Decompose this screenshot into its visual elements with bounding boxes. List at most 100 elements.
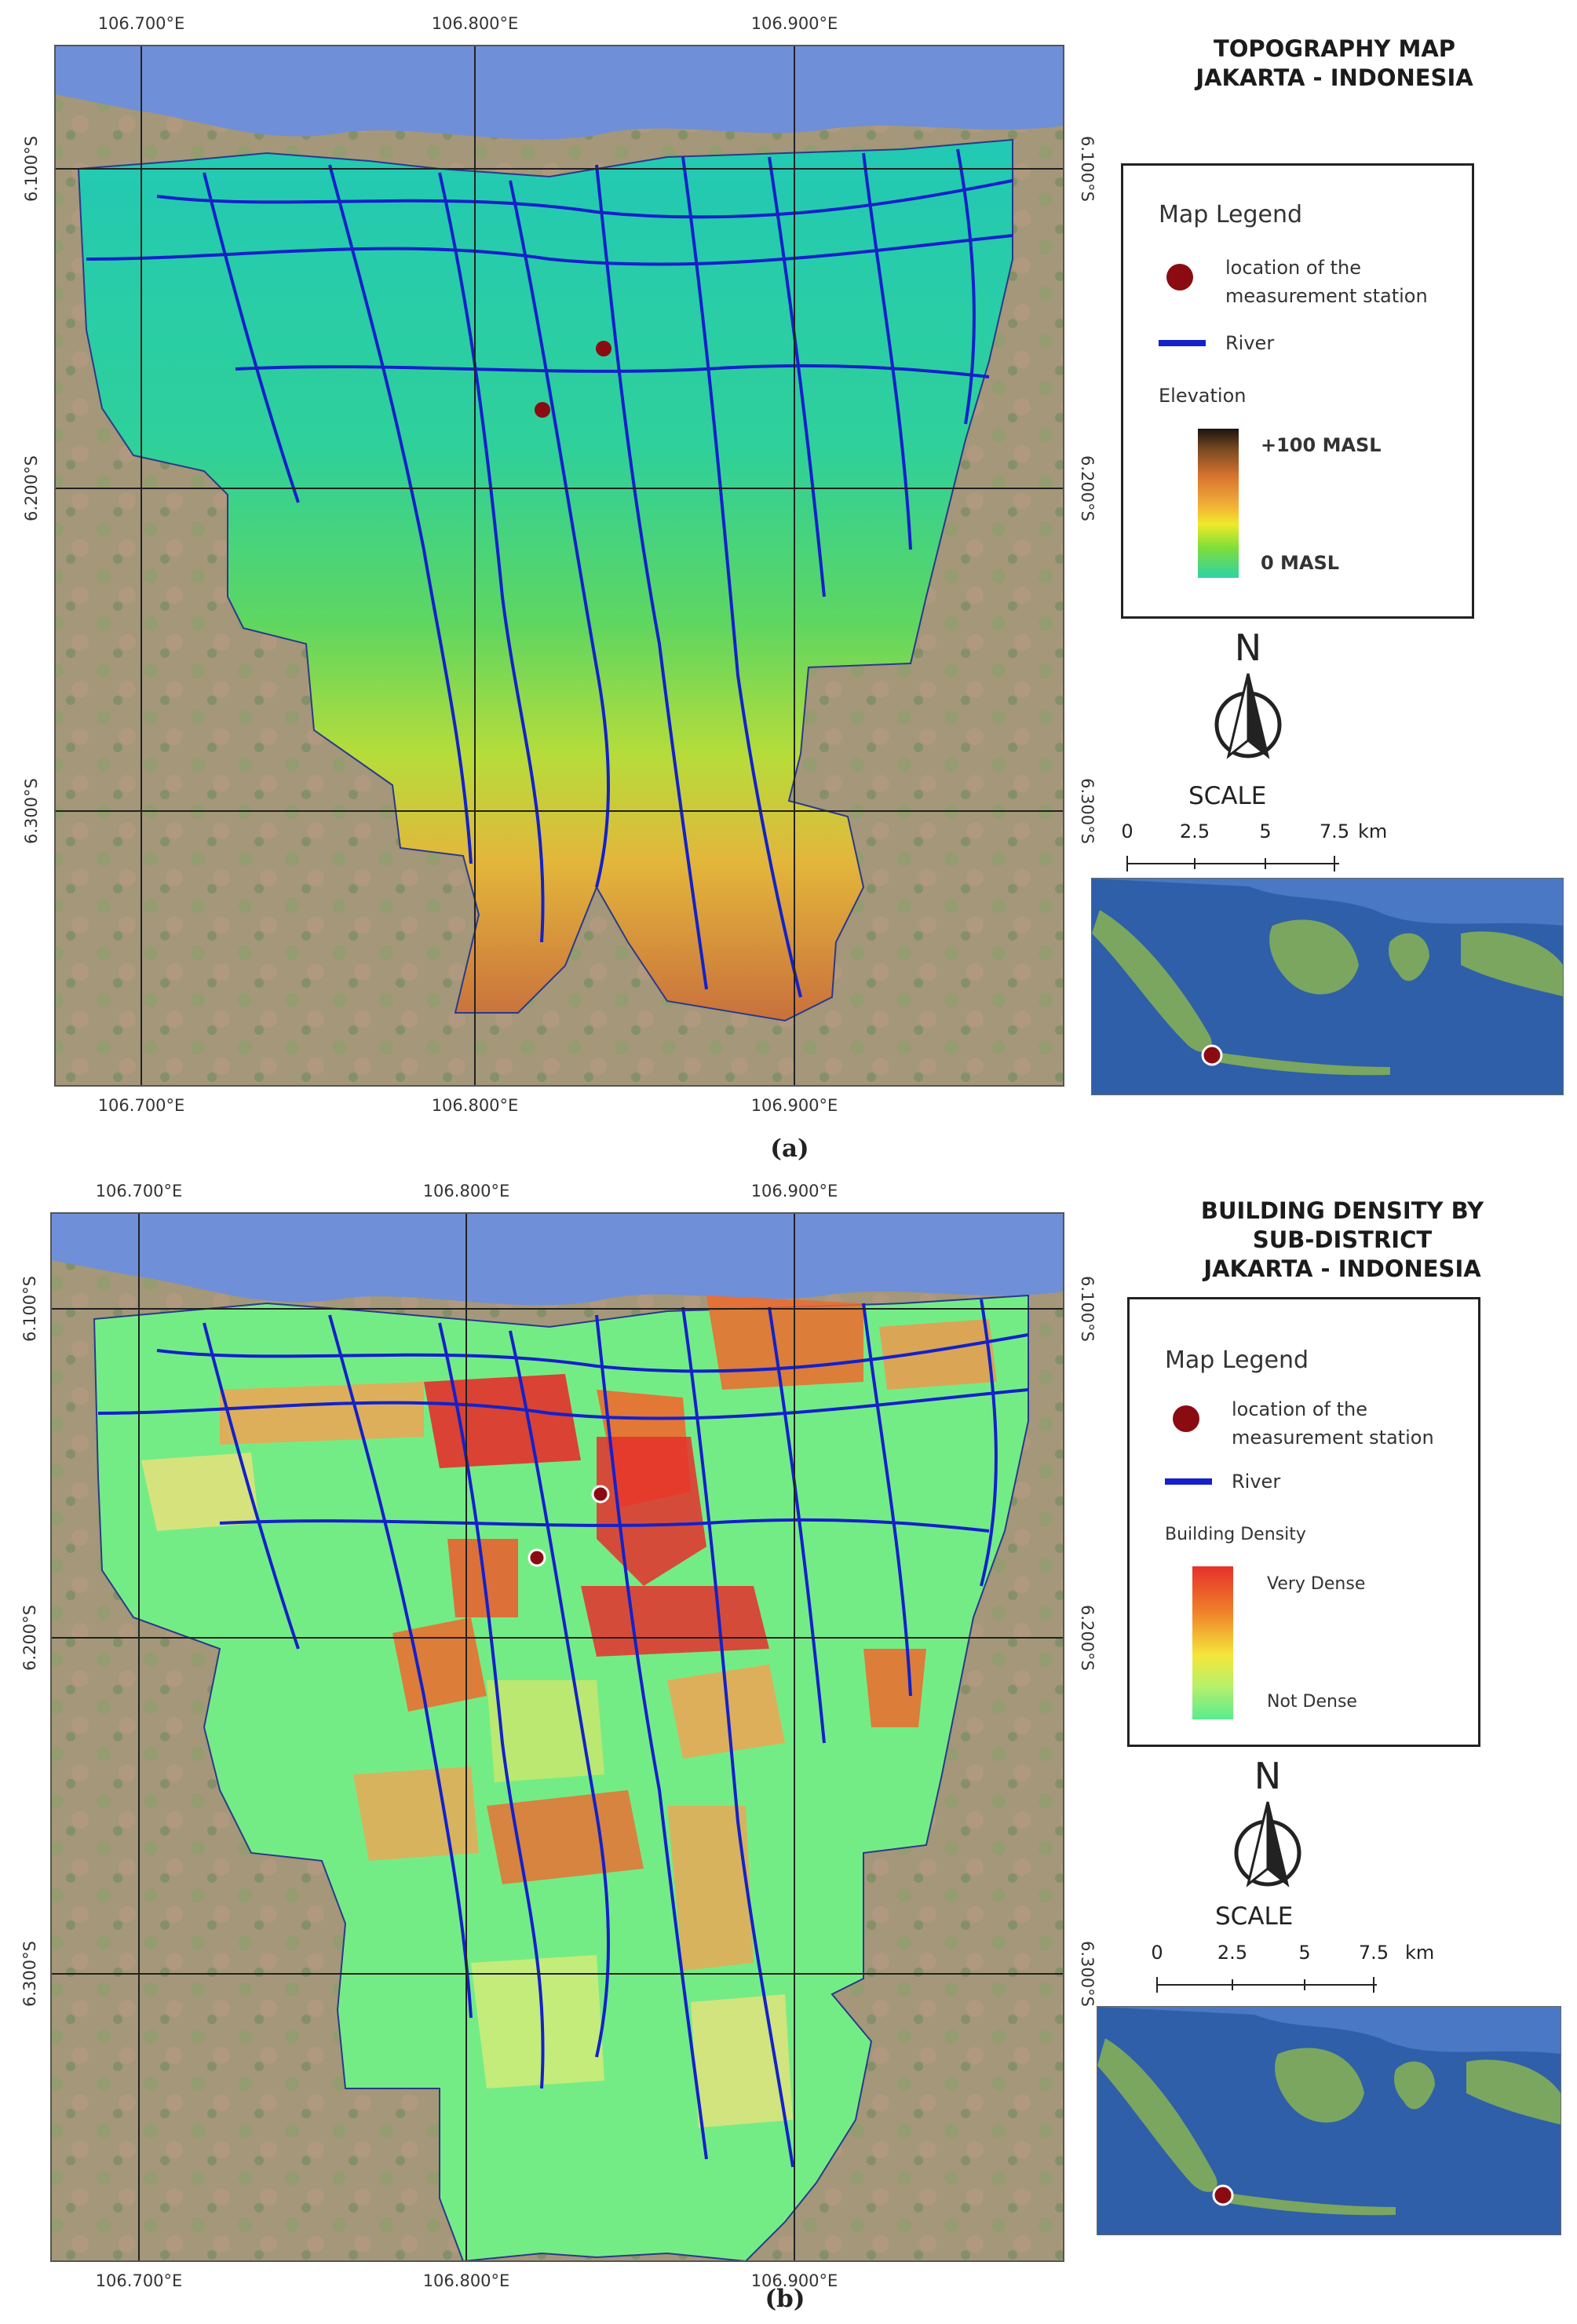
river-legend-label: River: [1225, 332, 1275, 354]
scale-bar: [1156, 1977, 1377, 1993]
sea: [55, 46, 1064, 140]
building-density-map: [50, 1212, 1064, 2263]
inset-map-graphic: [1092, 879, 1563, 1094]
station-legend-symbol: [1166, 264, 1193, 290]
coordinate-grid: [51, 1213, 1064, 2261]
station-legend-line: measurement station: [1225, 285, 1428, 307]
scale-tick-label: 5: [1259, 820, 1272, 842]
topography-panel: 106.700°E 106.800°E 106.900°E 106.700°E …: [22, 14, 1564, 1163]
density-low-label: Not Dense: [1267, 1692, 1357, 1712]
lat-label-left: 6.200°S: [22, 455, 41, 521]
scale-tick-label: 2.5: [1217, 1942, 1248, 1964]
scale-tick-label: 2.5: [1179, 820, 1210, 842]
river-network: [86, 148, 1013, 998]
station-marker: [535, 402, 550, 418]
map-frame: [54, 45, 1064, 1087]
elevation-legend-title: Elevation: [1159, 385, 1247, 407]
sea: [51, 1213, 1064, 1306]
elevation-low-label: 0 MASL: [1261, 552, 1340, 574]
scale-tick-label: 7.5: [1358, 1942, 1389, 1964]
lat-label-left: 6.300°S: [22, 778, 41, 844]
lon-label-bottom: 106.700°E: [97, 1096, 185, 1115]
coordinate-grid: [55, 46, 1064, 1086]
elevation-color-ramp: [1198, 429, 1239, 578]
lon-label-top: 106.700°E: [97, 14, 185, 33]
station-marker: [596, 341, 611, 356]
lon-label-bottom: 106.900°E: [750, 1096, 838, 1115]
scale-title: SCALE: [1188, 782, 1267, 810]
legend-title: Map Legend: [1159, 201, 1303, 228]
figure-caption-b: (b): [765, 2285, 805, 2313]
lon-label-top: 106.900°E: [750, 1182, 838, 1200]
map-title: BUILDING DENSITY BY SUB-DISTRICT JAKARTA…: [1138, 1197, 1546, 1284]
north-label: N: [1234, 627, 1262, 669]
station-legend-symbol: [1173, 1405, 1199, 1432]
lon-label-bottom: 106.800°E: [431, 1096, 519, 1115]
scale-tick-label: 0: [1151, 1942, 1163, 1964]
caption-label: (a): [770, 1135, 809, 1163]
lon-label-bottom: 106.800°E: [422, 2271, 510, 2290]
inset-locator-map: [1097, 2006, 1561, 2235]
figure-caption-a: (a): [770, 1135, 809, 1163]
map-title: TOPOGRAPHY MAP JAKARTA - INDONESIA: [1130, 35, 1539, 93]
north-arrow-icon: [1214, 673, 1282, 759]
lon-label-bottom: 106.900°E: [750, 2271, 838, 2290]
topography-map: [54, 45, 1064, 1087]
map-title-line: JAKARTA - INDONESIA: [1203, 1255, 1481, 1282]
lat-label-left: 6.300°S: [20, 1941, 39, 2007]
scale-title: SCALE: [1215, 1902, 1294, 1931]
scale-tick-label: 0: [1121, 820, 1133, 842]
density-color-ramp: [1192, 1566, 1233, 1719]
scale-unit: km: [1358, 820, 1388, 842]
map-legend: Map Legend location of the measurement s…: [1121, 163, 1474, 619]
river-legend-symbol: [1165, 1478, 1212, 1485]
north-arrow: N: [1201, 627, 1295, 768]
scale-bar: [1126, 856, 1339, 872]
lon-label-top: 106.800°E: [431, 14, 519, 33]
river-legend-symbol: [1159, 340, 1206, 346]
caption-label: (b): [765, 2285, 805, 2313]
lat-label-left: 6.100°S: [22, 136, 41, 202]
building-density-panel: 106.700°E 106.800°E 106.900°E 106.700°E …: [0, 1178, 1577, 2324]
lat-label-right: 6.100°S: [1078, 1276, 1097, 1342]
lat-label-right: 6.300°S: [1078, 1941, 1097, 2007]
station-legend-label: location of the measurement station: [1232, 1395, 1434, 1452]
station-legend-label: location of the measurement station: [1225, 254, 1428, 310]
lon-label-top: 106.800°E: [422, 1182, 510, 1200]
station-marker: [527, 1548, 546, 1567]
legend-title: Map Legend: [1165, 1347, 1309, 1374]
map-title-line: SUB-DISTRICT: [1252, 1226, 1433, 1253]
north-label: N: [1254, 1755, 1282, 1797]
lat-label-right: 6.200°S: [1078, 455, 1097, 521]
lat-label-left: 6.100°S: [20, 1276, 39, 1342]
river-legend-label: River: [1232, 1471, 1281, 1493]
map-title-line: JAKARTA - INDONESIA: [1196, 64, 1473, 91]
jakarta-elevation-area: [77, 138, 1013, 1022]
scale-unit: km: [1405, 1942, 1435, 1964]
scale-tick-label: 5: [1298, 1942, 1311, 1964]
map-title-line: TOPOGRAPHY MAP: [1213, 35, 1456, 62]
north-arrow-icon: [1234, 1801, 1301, 1887]
station-legend-line: measurement station: [1232, 1427, 1434, 1449]
station-marker: [591, 1485, 610, 1504]
inset-map-graphic: [1097, 2007, 1561, 2234]
map-frame: [50, 1212, 1064, 2262]
station-legend-line: location of the: [1225, 257, 1362, 279]
map-legend: Map Legend location of the measurement s…: [1127, 1297, 1480, 1747]
density-high-label: Very Dense: [1267, 1574, 1366, 1594]
density-legend-title: Building Density: [1165, 1525, 1306, 1544]
lat-label-right: 6.100°S: [1078, 136, 1097, 202]
lon-label-top: 106.700°E: [95, 1182, 183, 1200]
lon-label-bottom: 106.700°E: [95, 2271, 183, 2290]
lat-label-right: 6.200°S: [1078, 1605, 1097, 1671]
north-arrow: N: [1221, 1755, 1315, 1896]
river-network: [97, 1299, 1029, 2168]
station-legend-line: location of the: [1232, 1398, 1368, 1420]
inset-locator-map: [1091, 878, 1564, 1095]
scale-tick-label: 7.5: [1319, 820, 1350, 842]
lat-label-right: 6.300°S: [1078, 778, 1097, 844]
elevation-high-label: +100 MASL: [1261, 434, 1382, 456]
map-title-line: BUILDING DENSITY BY: [1200, 1197, 1484, 1224]
lat-label-left: 6.200°S: [20, 1605, 39, 1671]
lon-label-top: 106.900°E: [750, 14, 838, 33]
